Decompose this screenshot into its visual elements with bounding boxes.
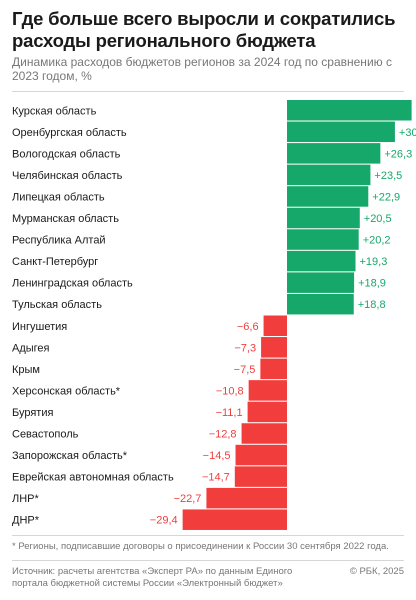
bar-7 (287, 250, 356, 272)
value-label: −10,8 (216, 385, 244, 397)
category-label: Севастополь (12, 429, 79, 441)
bar-5 (287, 207, 360, 229)
bar-19 (182, 509, 287, 530)
value-label: +22,9 (372, 191, 400, 203)
value-label: −7,3 (234, 342, 256, 354)
category-label: Оренбургская область (12, 127, 127, 139)
top-divider (12, 91, 404, 92)
category-label: Курская область (12, 105, 97, 117)
bar-3 (287, 164, 371, 186)
bar-11 (261, 337, 287, 358)
category-label: Адыгея (12, 342, 50, 354)
bar-16 (235, 444, 287, 466)
bar-10 (263, 315, 287, 336)
value-label: −6,6 (237, 321, 259, 333)
value-label: +20,5 (364, 213, 392, 225)
value-label: −11,1 (216, 407, 243, 419)
source-divider (12, 560, 404, 561)
bar-9 (287, 293, 354, 315)
bar-6 (287, 229, 359, 250)
bar-chart: Курская область+35,1Оренбургская область… (12, 100, 416, 530)
category-label: Запорожская область* (12, 450, 128, 462)
category-label: Херсонская область* (12, 385, 121, 397)
value-label: +30,4 (399, 127, 416, 139)
category-label: Бурятия (12, 407, 53, 419)
category-label: Мурманская область (12, 213, 119, 225)
bar-4 (287, 186, 369, 207)
category-label: Санкт-Петербург (12, 256, 98, 268)
bar-17 (234, 466, 287, 487)
category-label: Липецкая область (12, 191, 105, 203)
value-label: +19,3 (360, 256, 388, 268)
category-label: Ленинградская область (12, 278, 133, 290)
value-label: +18,8 (358, 299, 386, 311)
bar-14 (247, 401, 287, 423)
value-label: −22,7 (174, 493, 202, 505)
category-label: Челябинская область (12, 170, 123, 182)
category-label: Республика Алтай (12, 235, 106, 247)
footnote-divider (12, 535, 404, 536)
bar-8 (287, 272, 355, 293)
category-label: Еврейская автономная область (12, 472, 174, 484)
copyright: © РБК, 2025 (349, 566, 404, 577)
category-label: Крым (12, 364, 40, 376)
category-label: Ингушетия (12, 321, 67, 333)
bar-0 (287, 100, 412, 121)
bar-2 (287, 143, 381, 164)
value-label: −14,5 (203, 450, 231, 462)
bar-1 (287, 121, 395, 143)
chart-title: Где больше всего выросли и сократились р… (12, 8, 396, 51)
footnote: * Регионы, подписавшие договоры о присое… (12, 541, 389, 552)
chart-subtitle: Динамика расходов бюджетов регионов за 2… (12, 55, 392, 83)
value-label: −29,4 (150, 515, 178, 527)
value-label: +23,5 (374, 170, 402, 182)
category-label: ДНР* (12, 515, 40, 527)
bar-15 (241, 423, 287, 444)
source-note: Источник: расчеты агентства «Эксперт РА»… (12, 566, 293, 589)
value-label: −7,5 (234, 364, 256, 376)
value-label: +26,3 (384, 148, 412, 160)
category-label: ЛНР* (12, 493, 39, 505)
bar-13 (248, 380, 287, 401)
category-label: Вологодская область (12, 148, 121, 160)
value-label: +18,9 (358, 278, 386, 290)
category-label: Тульская область (12, 299, 102, 311)
value-label: −14,7 (202, 472, 230, 484)
value-label: +20,2 (363, 235, 391, 247)
bar-18 (206, 487, 287, 509)
value-label: −12,8 (209, 429, 237, 441)
bar-12 (260, 358, 287, 380)
